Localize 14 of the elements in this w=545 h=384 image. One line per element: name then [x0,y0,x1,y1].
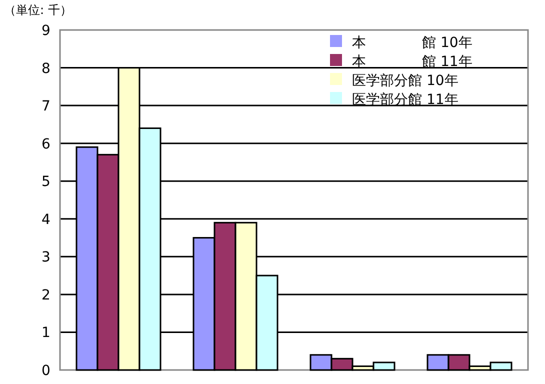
legend-label: 本 館 10年 [352,35,472,51]
y-tick-label: 8 [42,60,50,77]
y-tick-label: 1 [42,325,50,342]
legend-label: 医学部分館 10年 [352,73,458,89]
legend-label: 本 館 11年 [352,54,472,70]
y-tick-label: 3 [42,250,50,266]
y-tick-label: 9 [42,23,50,39]
y-tick-label: 0 [42,363,50,379]
y-tick-label: 6 [42,136,51,152]
y-tick-label: 4 [42,212,51,228]
y-tick-label: 2 [42,287,50,304]
y-axis-title: （単位: 千） [4,3,72,17]
y-tick-label: 5 [42,174,50,190]
y-tick-label: 7 [42,98,50,115]
